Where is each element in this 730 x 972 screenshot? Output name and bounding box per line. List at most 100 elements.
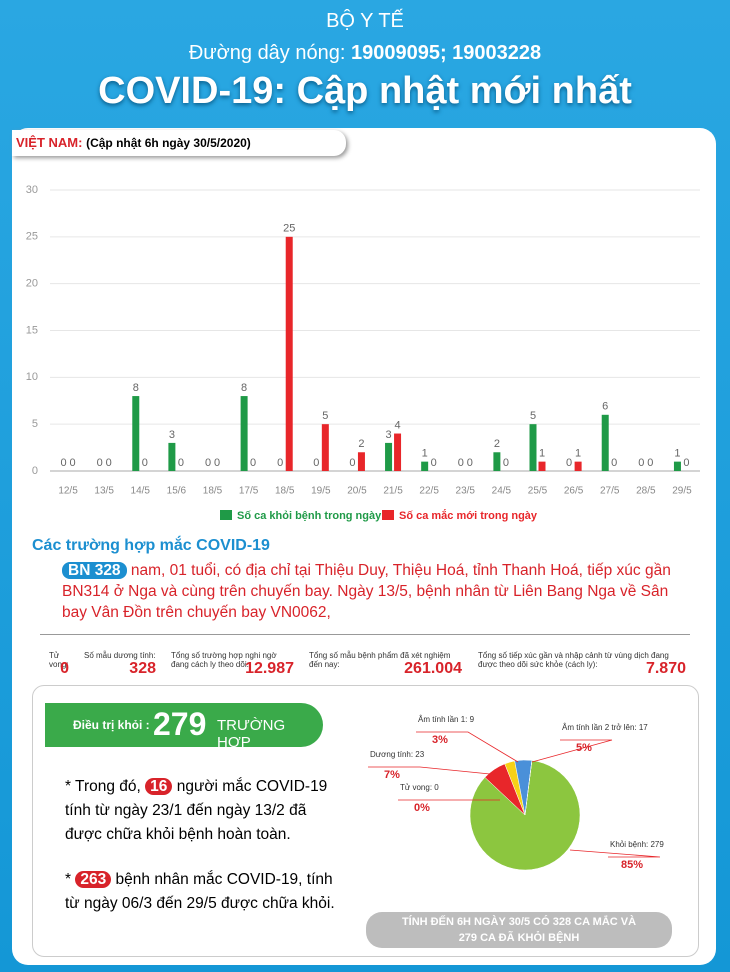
stat: Tổng số mẫu bệnh phẩm đã xét nghiệm đến … xyxy=(305,648,468,680)
legend-swatch xyxy=(382,510,394,520)
stat-value: 7.870 xyxy=(645,660,686,677)
region-tab: VIỆT NAM: (Cập nhật 6h ngày 30/5/2020) xyxy=(12,130,346,156)
pie-label: Âm tính lần 2 trở lên: 17 xyxy=(562,723,648,732)
bar-value-label: 0 xyxy=(349,457,355,469)
pie-label: Khỏi bệnh: 279 xyxy=(610,840,664,849)
bar-value-label: 0 xyxy=(611,457,617,469)
note-text: * Trong đó, xyxy=(65,778,146,795)
leader-line xyxy=(531,739,613,763)
bar xyxy=(357,452,365,471)
bar-value-label: 3 xyxy=(169,429,175,441)
x-tick-label: 14/5 xyxy=(131,486,151,497)
x-tick-label: 21/5 xyxy=(383,486,403,497)
pie-value-label: 0% xyxy=(414,802,430,814)
stat: Số mẫu dương tính: 328 xyxy=(80,648,162,680)
bar-value-label: 0 xyxy=(60,457,66,469)
stat: Tổng số tiếp xúc gần và nhập cảnh từ vùn… xyxy=(474,648,692,680)
y-tick-label: 20 xyxy=(26,278,38,290)
legend-swatch xyxy=(220,510,232,520)
bar xyxy=(493,452,501,471)
case-badge: BN 328 xyxy=(62,562,127,579)
stat-label: Tử vong: xyxy=(49,651,69,669)
stat-value: 261.004 xyxy=(404,660,462,677)
bar-value-label: 0 xyxy=(205,457,211,469)
stat: Tử vong: 0 xyxy=(45,648,75,680)
recovered-unit: TRƯỜNG HỢP xyxy=(217,717,286,751)
leader-line xyxy=(368,766,501,776)
bar-value-label: 0 xyxy=(277,457,283,469)
stat: Tổng số trường hợp nghi ngờ đang cách ly… xyxy=(167,648,300,680)
note-number: 16 xyxy=(145,778,173,795)
x-tick-label: 18/5 xyxy=(275,486,295,497)
bar-value-label: 6 xyxy=(602,401,608,413)
bar xyxy=(168,442,176,471)
x-tick-label: 19/5 xyxy=(311,486,331,497)
pie-value-label: 3% xyxy=(432,734,448,746)
bar xyxy=(394,433,402,471)
stat-value: 0 xyxy=(60,660,69,677)
note-number: 263 xyxy=(75,871,112,888)
bar-value-label: 0 xyxy=(214,457,220,469)
bar-value-label: 2 xyxy=(358,438,364,450)
footer: TÍNH ĐẾN 6H NGÀY 30/5 CÓ 328 CA MẮC VÀ 2… xyxy=(366,912,672,948)
pie-label: Tử vong: 0 xyxy=(400,783,439,792)
leader-line xyxy=(416,731,519,763)
x-tick-label: 28/5 xyxy=(636,486,656,497)
bar-value-label: 5 xyxy=(530,410,536,422)
pie-chart: Khỏi bệnh: 279 85% Dương tính: 23 7% Âm tính… xyxy=(368,715,664,871)
bar-value-label: 0 xyxy=(683,457,689,469)
bar-value-label: 0 xyxy=(458,457,464,469)
bar-value-label: 0 xyxy=(106,457,112,469)
x-tick-label: 12/5 xyxy=(58,486,78,497)
bar-value-label: 0 xyxy=(638,457,644,469)
bar-value-label: 8 xyxy=(241,382,247,394)
note: * 263 bệnh nhân mắc COVID-19, tính từ ng… xyxy=(65,868,335,916)
divider xyxy=(40,634,690,635)
bar-value-label: 0 xyxy=(250,457,256,469)
bar-value-label: 0 xyxy=(142,457,148,469)
bar xyxy=(385,442,393,471)
x-tick-label: 22/5 xyxy=(419,486,439,497)
stat-label: Tổng số tiếp xúc gần và nhập cảnh từ vùn… xyxy=(478,651,669,669)
bar xyxy=(132,396,140,471)
bar-value-label: 1 xyxy=(422,448,428,460)
pie-label: Dương tính: 23 xyxy=(370,750,425,759)
note-text: người mắc COVID-19 tính từ ngày 23/1 đến… xyxy=(65,778,328,843)
region: VIỆT NAM: xyxy=(16,135,83,150)
x-tick-label: 15/6 xyxy=(167,486,187,497)
x-tick-label: 13/5 xyxy=(94,486,114,497)
stat-value: 12.987 xyxy=(245,660,294,677)
y-tick-label: 30 xyxy=(26,184,38,196)
bar xyxy=(538,461,546,471)
bar xyxy=(574,461,582,471)
case-description: nam, 01 tuổi, có địa chỉ tại Thiệu Duy, … xyxy=(62,562,671,621)
main-title: COVID-19: Cập nhật mới nhất xyxy=(98,70,632,112)
bar-value-label: 0 xyxy=(503,457,509,469)
pie-value-label: 5% xyxy=(576,742,592,754)
bar-value-label: 0 xyxy=(313,457,319,469)
x-tick-label: 24/5 xyxy=(492,486,512,497)
bar-value-label: 25 xyxy=(283,223,295,235)
y-tick-label: 0 xyxy=(32,465,38,477)
x-tick-label: 18/5 xyxy=(203,486,223,497)
bar xyxy=(529,424,537,471)
legend-label: Số ca khỏi bệnh trong ngày xyxy=(237,510,382,522)
cases-heading: Các trường hợp mắc COVID-19 xyxy=(32,537,270,554)
note: * Trong đó, 16 người mắc COVID-19 tính t… xyxy=(65,775,335,847)
stat-label: Số mẫu dương tính: xyxy=(84,651,156,660)
case-text: BN 328 nam, 01 tuổi, có địa chỉ tại Thiệ… xyxy=(62,560,692,623)
bar-value-label: 2 xyxy=(494,438,500,450)
x-tick-label: 20/5 xyxy=(347,486,367,497)
pie-slice xyxy=(524,760,533,816)
leader-line xyxy=(569,849,661,858)
y-tick-label: 25 xyxy=(26,231,38,243)
bar-value-label: 1 xyxy=(674,448,680,460)
bar-value-label: 0 xyxy=(431,457,437,469)
stat-value: 328 xyxy=(129,660,156,677)
bar-value-label: 0 xyxy=(467,457,473,469)
bar-value-label: 3 xyxy=(385,429,391,441)
hotline-label: Đường dây nóng: xyxy=(188,42,351,64)
update-time: (Cập nhật 6h ngày 30/5/2020) xyxy=(86,136,251,150)
recovered-label: Điều trị khỏi : xyxy=(73,718,150,732)
bar-value-label: 0 xyxy=(647,457,653,469)
